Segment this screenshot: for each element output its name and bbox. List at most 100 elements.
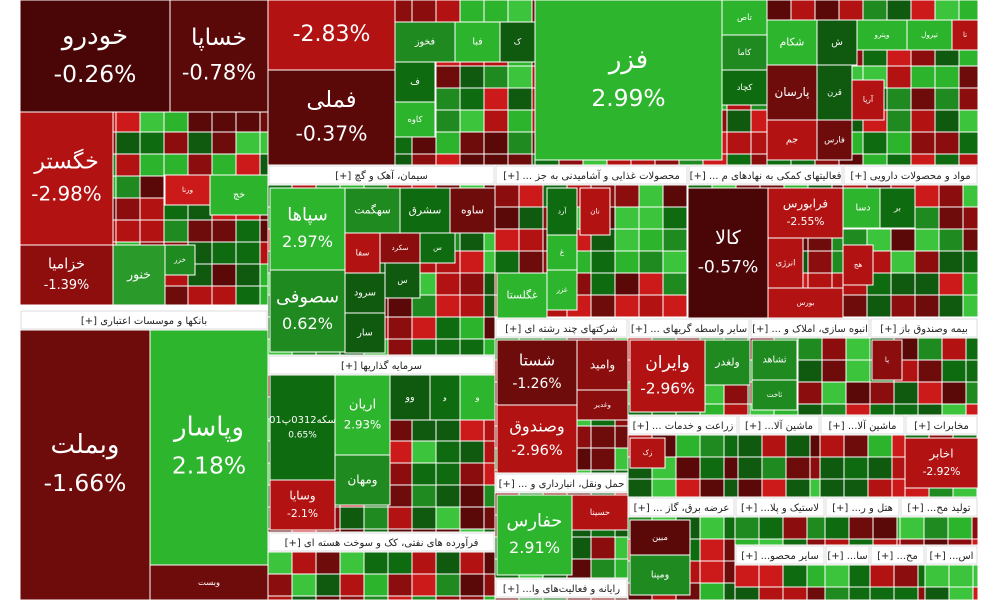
cell (869, 403, 895, 416)
cell (723, 456, 739, 480)
cell (891, 478, 906, 498)
cell (590, 425, 616, 449)
cell (866, 294, 892, 318)
cell (115, 153, 141, 177)
cell (590, 447, 616, 471)
cell (411, 153, 437, 166)
cell (363, 573, 389, 597)
cell (890, 294, 916, 318)
cell (494, 184, 520, 208)
cell (614, 250, 640, 274)
cell (163, 131, 189, 155)
cell (291, 595, 317, 600)
tile-name: قرن (827, 87, 842, 97)
cell (507, 131, 533, 155)
cell (590, 316, 616, 319)
tile-name: ومپنا (651, 570, 669, 581)
cell (723, 434, 739, 458)
cell (387, 506, 413, 530)
cell (886, 131, 912, 155)
cell (886, 0, 912, 23)
cell (785, 478, 811, 498)
tile (267, 69, 396, 166)
sector-header (825, 497, 900, 517)
cell (869, 586, 895, 600)
tile-name: سرود (354, 288, 376, 299)
cell (941, 359, 967, 383)
tile-change: -2.55% (787, 215, 825, 228)
sector: زراعت و خدمات ... [+] زک (627, 415, 739, 498)
cell (675, 456, 701, 480)
cell (723, 478, 739, 498)
tile (842, 244, 874, 286)
cell (699, 560, 725, 584)
sector-header (825, 545, 870, 565)
cell (387, 573, 413, 597)
tile-change: -2.83% (293, 22, 371, 47)
cell (938, 206, 964, 230)
tile-name: مبین (652, 532, 668, 542)
cell (866, 316, 892, 319)
tile-name: فخوز (414, 37, 435, 48)
cell (938, 294, 964, 318)
cell (315, 551, 341, 575)
cell (934, 87, 960, 111)
cell (962, 184, 979, 208)
tile-change: -1.26% (512, 376, 561, 392)
cell (819, 434, 845, 458)
cell (411, 338, 437, 356)
sector-title: فرآورده های نفتی، کک و سوخت هسته ای [+] (285, 536, 479, 549)
tile (112, 244, 166, 306)
cell (163, 153, 189, 177)
tile-name: ف (410, 77, 420, 88)
cell (737, 456, 763, 480)
tile-name: س (433, 243, 442, 252)
tile-name: خزامیا (48, 256, 85, 272)
cell (886, 109, 912, 133)
sector: شکام ش وپترو تپرول تا پارسان قرن آریا جم فارس (766, 0, 979, 166)
cell (614, 536, 629, 560)
tile (459, 374, 496, 421)
sector-header (495, 318, 628, 338)
cell (435, 484, 461, 508)
cell (893, 381, 919, 405)
tile-name: وصندوق (509, 416, 564, 436)
cell (910, 0, 936, 23)
cell (483, 462, 496, 486)
cell (638, 316, 664, 319)
cell (163, 285, 189, 306)
tile-name: دسا (855, 203, 870, 214)
sector-title: حمل ونقل، انبارداری و ... [+] (499, 479, 625, 490)
tile-name: سپاها (287, 205, 328, 226)
tile-name: سشرق (409, 204, 442, 217)
sector-header (735, 497, 825, 517)
cell (315, 573, 341, 597)
tile (19, 111, 114, 246)
cell (435, 595, 461, 600)
cell (566, 316, 592, 319)
sector-header (495, 165, 688, 185)
sector-header (735, 545, 825, 565)
cell (845, 359, 871, 383)
tile-name: آریا (863, 94, 874, 104)
cell (363, 551, 389, 575)
cell (807, 250, 833, 274)
cell (187, 109, 213, 133)
tile-name: خچ (233, 190, 245, 201)
sector: هتل و ر... [+] (824, 497, 901, 546)
cell (387, 484, 413, 508)
cell (363, 595, 389, 600)
cell (934, 131, 960, 155)
cell (785, 456, 811, 480)
sector-title: ماشین آلا... [+] (829, 419, 897, 432)
cell (518, 184, 544, 208)
cell (139, 175, 165, 199)
cell (843, 456, 869, 480)
cell (483, 250, 496, 274)
tile-name: وغدیر (593, 400, 611, 409)
cell (614, 558, 629, 579)
cell (699, 456, 725, 480)
cell (435, 153, 461, 166)
tile (269, 269, 346, 353)
